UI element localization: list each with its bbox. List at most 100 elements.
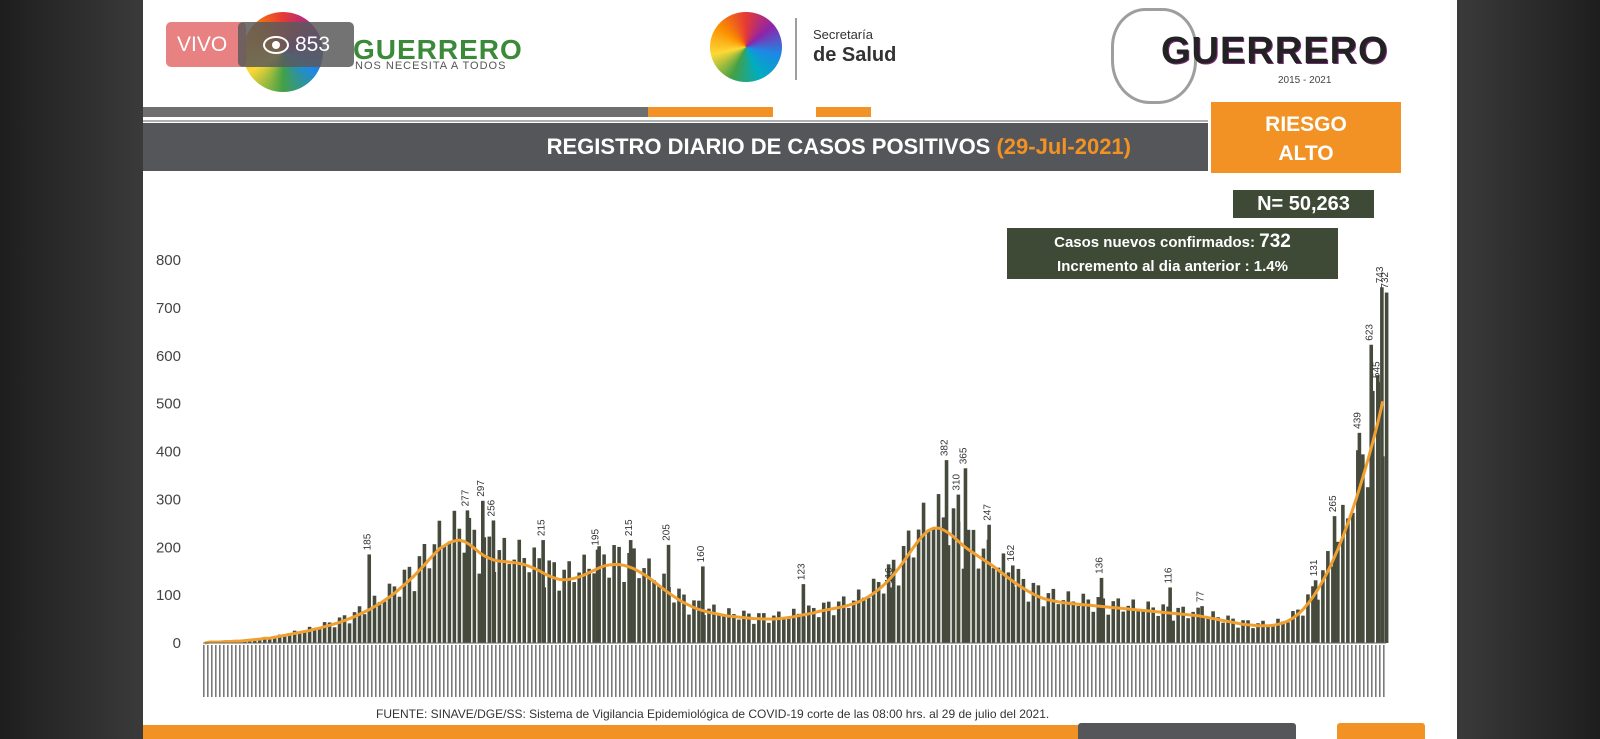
- y-tick-label: 300: [156, 491, 181, 508]
- data-bar: [797, 613, 801, 643]
- data-bar: [1021, 578, 1026, 643]
- data-bar: [861, 597, 866, 643]
- peak-bar: [628, 540, 633, 643]
- data-bar: [792, 608, 796, 643]
- data-bar: [1281, 621, 1285, 643]
- data-bar: [1286, 622, 1290, 643]
- eye-icon: [263, 36, 289, 54]
- data-bar: [372, 595, 377, 643]
- data-bar: [317, 629, 322, 643]
- peak-bar: [1380, 287, 1384, 643]
- data-bar: [821, 602, 826, 643]
- left-logo-name: GUERRERO: [353, 34, 523, 65]
- peak-bar: [595, 549, 600, 643]
- data-bar: [437, 520, 442, 643]
- new-cases-value: 732: [1259, 231, 1291, 252]
- data-label: 123: [797, 563, 808, 580]
- peak-bar: [1099, 577, 1104, 643]
- data-bar: [617, 546, 621, 643]
- data-bar: [1006, 572, 1011, 643]
- data-bar: [782, 619, 786, 643]
- peak-bar: [1376, 382, 1381, 643]
- data-bar: [1296, 609, 1300, 643]
- data-label: 215: [536, 519, 547, 536]
- data-bar: [487, 536, 492, 643]
- data-bar: [1131, 599, 1136, 643]
- data-bar: [826, 601, 831, 643]
- live-label: VIVO: [177, 33, 228, 56]
- data-bar: [787, 616, 791, 643]
- data-bar: [727, 608, 731, 643]
- data-bar: [1081, 593, 1086, 643]
- data-bar: [806, 605, 811, 643]
- data-bar: [1091, 611, 1096, 643]
- peak-bar: [956, 494, 961, 643]
- risk-badge: RIESGO ALTO: [1211, 102, 1401, 173]
- data-bar: [287, 633, 292, 643]
- data-bar: [567, 561, 571, 643]
- data-bar: [811, 607, 816, 643]
- data-bar: [1266, 626, 1270, 643]
- data-bar: [657, 586, 661, 643]
- data-bar: [622, 581, 626, 643]
- data-bar: [462, 552, 467, 643]
- data-bar: [941, 517, 946, 643]
- data-bar: [1246, 620, 1250, 643]
- data-bar: [1301, 615, 1305, 643]
- data-bar: [1036, 585, 1041, 643]
- data-bar: [632, 548, 636, 643]
- data-bar: [1156, 615, 1160, 643]
- data-label: 265: [1328, 495, 1339, 512]
- data-bar: [1051, 588, 1056, 643]
- data-bar: [692, 600, 696, 643]
- data-bar: [1336, 541, 1340, 643]
- peak-bar: [1168, 587, 1172, 643]
- data-bar: [1161, 604, 1165, 643]
- data-bar: [1061, 600, 1066, 643]
- increment-line: Incremento al dia anterior : 1.4%: [1057, 258, 1288, 275]
- data-bar: [1136, 609, 1141, 643]
- data-label: 136: [1095, 557, 1106, 574]
- data-bar: [757, 613, 761, 643]
- peak-bar: [481, 500, 485, 643]
- data-bar: [1186, 618, 1190, 643]
- header-divider-orange: [648, 107, 773, 117]
- data-bar: [767, 622, 771, 643]
- y-tick-label: 500: [156, 396, 181, 413]
- data-bar: [1096, 597, 1101, 643]
- data-label: 116: [1163, 567, 1174, 583]
- data-bar: [682, 594, 686, 643]
- title-bar: [143, 123, 1208, 171]
- data-bar: [357, 606, 362, 643]
- y-tick-label: 100: [156, 587, 181, 604]
- data-bar: [901, 545, 906, 643]
- data-bar: [647, 558, 651, 643]
- data-bar: [1271, 624, 1275, 643]
- data-bar: [926, 529, 931, 643]
- data-bar: [976, 568, 981, 643]
- data-bar: [1366, 487, 1370, 643]
- data-bar: [911, 557, 916, 643]
- data-bar: [262, 637, 267, 643]
- data-bar: [707, 608, 711, 643]
- peak-bar: [1313, 580, 1318, 643]
- data-bar: [1071, 601, 1076, 643]
- peak-bar: [491, 520, 496, 643]
- data-bar: [1106, 614, 1111, 643]
- peak-bar: [1357, 432, 1362, 643]
- data-bar: [1181, 606, 1185, 643]
- data-bar: [532, 547, 537, 643]
- peak-bar: [963, 468, 968, 643]
- data-bar: [1306, 594, 1310, 643]
- peak-bar: [465, 510, 470, 643]
- right-logo-name: GUERRERO: [1161, 30, 1389, 72]
- moving-average-line: [204, 400, 1385, 645]
- peak-bar: [1384, 292, 1389, 643]
- data-bar: [352, 612, 357, 643]
- data-bar: [302, 630, 307, 643]
- data-bar: [577, 572, 581, 643]
- data-bar: [327, 622, 332, 643]
- data-bar: [322, 622, 327, 643]
- data-bar: [472, 529, 477, 643]
- live-badge[interactable]: [166, 22, 246, 67]
